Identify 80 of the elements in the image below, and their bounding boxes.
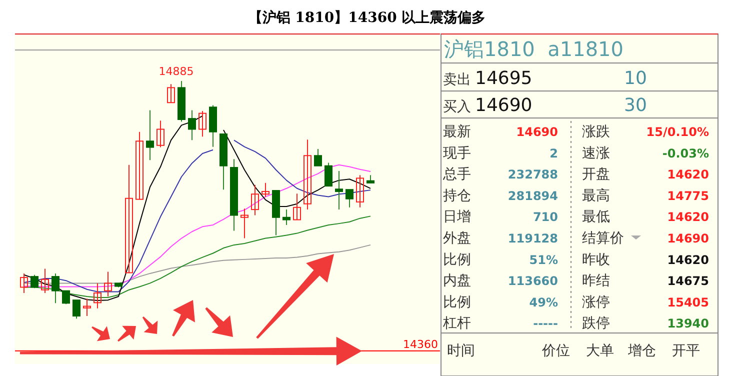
text: 价位: [541, 343, 570, 359]
candlestick: [262, 182, 270, 198]
text: 卖出: [443, 72, 471, 88]
text: 日增: [443, 209, 471, 226]
candlestick: [41, 268, 49, 294]
candlestick: [83, 298, 91, 316]
text: 最高: [582, 188, 610, 204]
text: 大单: [586, 343, 614, 359]
candlestick: [198, 110, 206, 138]
candlestick: [136, 131, 144, 200]
candlestick: [314, 148, 322, 166]
candlestick: [125, 164, 133, 274]
text: 14620: [667, 252, 709, 267]
text: 昨结: [582, 273, 610, 290]
candlestick: [156, 120, 164, 148]
candlestick: [324, 162, 332, 187]
text: 14885: [158, 65, 194, 78]
candlestick: [346, 189, 354, 208]
text: 14620: [667, 168, 709, 182]
text: 710: [532, 210, 558, 224]
text: 10: [624, 68, 647, 89]
text: 14690: [667, 232, 709, 246]
text: 增仓: [627, 343, 656, 359]
candlestick: [188, 110, 196, 141]
text: 昨收: [582, 252, 610, 268]
candlestick: [30, 274, 38, 289]
text: 113660: [508, 274, 558, 288]
candlestick: [293, 193, 301, 220]
text: 14360: [403, 338, 438, 351]
candlestick: [104, 271, 112, 298]
candlestick: [304, 139, 312, 210]
text: 232788: [508, 168, 558, 182]
text: 内盘: [443, 273, 471, 290]
text: 结算价: [582, 230, 624, 246]
text: -----: [533, 316, 558, 331]
candlestick: [146, 110, 154, 161]
text: 买入: [443, 99, 471, 115]
text: 时间: [447, 343, 475, 359]
text: 速涨: [582, 145, 610, 162]
text: 14695: [475, 68, 532, 89]
candlestick: [240, 208, 248, 239]
candlestick: [72, 300, 80, 320]
candlestick: [356, 174, 364, 208]
text: 持仓: [443, 188, 471, 204]
text: 比例: [443, 252, 471, 268]
text: 涨跌: [582, 124, 610, 140]
text: 最低: [582, 209, 610, 226]
text: 沪铝1810 a11810: [444, 37, 624, 61]
text: 开平: [672, 343, 700, 359]
candlestick: [20, 272, 28, 294]
candlestick: [335, 170, 343, 210]
text: 外盘: [443, 230, 471, 246]
candlestick: [251, 184, 259, 216]
text: 14690: [516, 125, 558, 139]
candlestick: [282, 209, 290, 226]
text: 14675: [667, 274, 709, 288]
text: 14690: [475, 95, 532, 116]
candlestick: [94, 282, 102, 309]
text: 14775: [667, 188, 709, 203]
chart-title: 【沪铝 1810】14360 以上震荡偏多: [248, 9, 486, 26]
text: 119128: [508, 232, 558, 246]
text: 跌停: [582, 316, 610, 332]
text: 杠杆: [442, 316, 471, 332]
text: 30: [624, 95, 647, 116]
text: 281894: [508, 188, 558, 203]
text: -0.03%: [662, 146, 709, 160]
text: 比例: [443, 294, 471, 310]
text: 最新: [443, 124, 471, 140]
text: 2: [550, 146, 558, 160]
text: 49%: [529, 295, 558, 310]
text: 13940: [667, 316, 709, 331]
text: 总手: [442, 166, 471, 183]
text: 开盘: [582, 166, 610, 183]
text: 51%: [529, 252, 558, 267]
text: 14620: [667, 210, 709, 224]
text: 15/0.10%: [646, 125, 709, 139]
text: 涨停: [582, 294, 610, 310]
text: 现手: [443, 145, 471, 162]
text: 15405: [667, 295, 709, 310]
candlestick: [167, 84, 175, 104]
